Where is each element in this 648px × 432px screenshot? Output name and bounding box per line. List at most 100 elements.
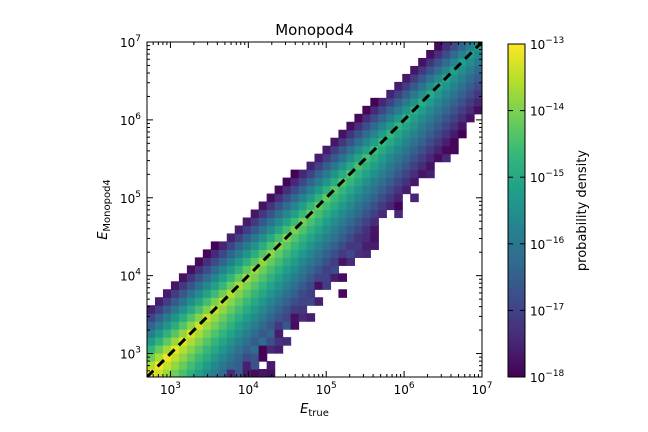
heatmap-cell: [402, 153, 411, 163]
heatmap-cell: [402, 185, 411, 195]
heatmap-cell: [338, 241, 348, 250]
heatmap-cell: [282, 257, 292, 266]
heatmap-cell: [458, 97, 467, 107]
heatmap-cell: [194, 265, 204, 274]
heatmap-cell: [346, 121, 355, 131]
heatmap-cell: [210, 329, 220, 338]
heatmap-cell: [434, 129, 443, 139]
heatmap-cell: [450, 73, 459, 83]
heatmap-cell: [226, 345, 236, 354]
heatmap-cell: [147, 353, 156, 362]
heatmap-cell: [234, 345, 244, 354]
heatmap-cell: [218, 369, 228, 377]
heatmap-cell: [322, 241, 332, 250]
heatmap-cell: [370, 113, 379, 123]
heatmap-cell: [418, 113, 427, 123]
colorbar-tick-label: 10−18: [530, 369, 565, 385]
heatmap-cell: [330, 257, 340, 266]
heatmap-cell: [362, 137, 371, 147]
heatmap-cell: [314, 161, 324, 171]
heatmap-cell: [274, 297, 284, 306]
heatmap-cell: [354, 209, 363, 219]
heatmap-cell: [242, 361, 252, 370]
heatmap-cell: [450, 105, 459, 115]
heatmap-cell: [442, 97, 451, 107]
heatmap-cell: [242, 225, 252, 235]
heatmap-cell: [402, 145, 411, 155]
heatmap-cell: [210, 337, 220, 346]
heatmap-cell: [250, 257, 260, 266]
heatmap-cell: [234, 241, 244, 250]
heatmap-cell: [330, 137, 340, 147]
heatmap-cell: [322, 265, 332, 274]
heatmap-cell: [394, 129, 403, 139]
heatmap-cell: [274, 193, 284, 203]
heatmap-cell: [458, 113, 467, 123]
heatmap-cell: [162, 361, 172, 370]
heatmap-cell: [242, 257, 252, 266]
heatmap-cell: [386, 201, 395, 211]
heatmap-cell: [338, 233, 348, 243]
heatmap-cell: [298, 185, 308, 195]
heatmap-cell: [322, 281, 332, 290]
heatmap-cell: [322, 217, 332, 227]
heatmap-cell: [202, 369, 212, 377]
heatmap-cell: [234, 369, 244, 377]
heatmap-cell: [386, 161, 395, 171]
heatmap-cell: [346, 257, 355, 266]
heatmap-cell: [154, 369, 164, 377]
heatmap-cell: [354, 193, 363, 203]
heatmap-cell: [338, 169, 348, 179]
heatmap-cell: [147, 321, 156, 330]
heatmap-cell: [298, 265, 308, 274]
heatmap-cell: [178, 361, 188, 370]
heatmap-cell: [218, 361, 228, 370]
heatmap-cell: [346, 201, 355, 211]
heatmap-cell: [306, 265, 316, 274]
heatmap-cell: [434, 137, 443, 147]
heatmap-cell: [362, 121, 371, 131]
heatmap-cell: [298, 313, 308, 322]
heatmap-cell: [442, 49, 451, 59]
heatmap-cell: [426, 137, 435, 147]
heatmap-cell: [234, 249, 244, 258]
heatmap-cell: [234, 281, 244, 290]
heatmap-cell: [210, 281, 220, 290]
heatmap-cell: [202, 353, 212, 362]
y-tick-label: 105: [120, 190, 141, 206]
heatmap-cell: [426, 89, 435, 99]
heatmap-cell: [402, 89, 411, 99]
heatmap-cell: [194, 329, 204, 338]
heatmap-cell: [386, 185, 395, 195]
heatmap-cell: [290, 321, 300, 330]
heatmap-cell: [298, 281, 308, 290]
heatmap-cell: [162, 297, 172, 306]
heatmap-cell: [154, 329, 164, 338]
heatmap-cell: [466, 42, 475, 51]
heatmap-cell: [234, 225, 244, 235]
heatmap-cell: [322, 233, 332, 243]
heatmap-cell: [242, 337, 252, 346]
heatmap-cell: [410, 81, 419, 91]
heatmap-cell: [250, 329, 260, 338]
heatmap-cell: [170, 313, 180, 322]
heatmap-cell: [322, 169, 332, 179]
y-axis-label: EMonopod4: [96, 179, 113, 240]
heatmap-cell: [410, 177, 419, 187]
heatmap-cell: [306, 233, 316, 243]
heatmap-cell: [218, 337, 228, 346]
heatmap-cell: [298, 225, 308, 235]
heatmap-cell: [147, 345, 156, 354]
heatmap-cell: [394, 105, 403, 115]
heatmap-cell: [386, 97, 395, 107]
heatmap-cell: [194, 337, 204, 346]
heatmap-cell: [354, 217, 363, 227]
chart-title: Monopod4: [275, 21, 354, 39]
heatmap-cell: [250, 337, 260, 346]
heatmap-cell: [474, 49, 482, 59]
heatmap-cell: [250, 241, 260, 250]
heatmap-cell: [186, 265, 196, 274]
heatmap-cell: [418, 89, 427, 99]
heatmap-cell: [266, 345, 276, 354]
heatmap-cell: [394, 185, 403, 195]
